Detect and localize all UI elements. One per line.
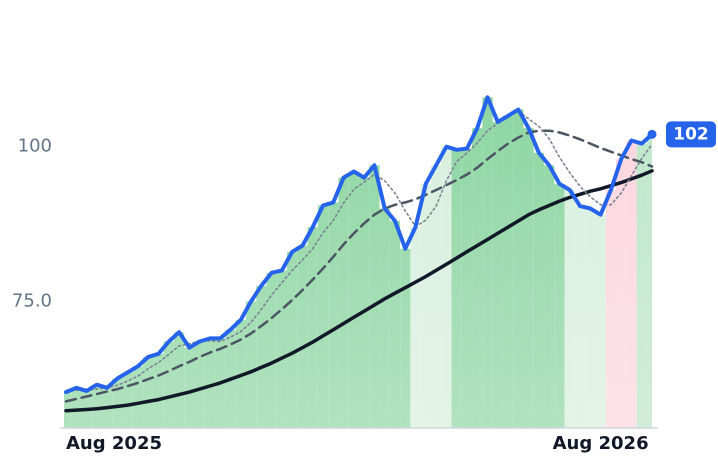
last-point	[647, 129, 657, 139]
series-line	[64, 169, 654, 413]
last-value-label: 102	[673, 124, 709, 144]
x-tick-label: Aug 2026	[553, 433, 649, 454]
y-tick-label: 75.0	[12, 290, 52, 311]
lines	[64, 95, 657, 413]
labels: 75.0 100 Aug 2025 Aug 2026 102	[12, 121, 716, 454]
y-tick-label: 100	[18, 136, 52, 157]
last-value-badge	[666, 121, 716, 148]
area-shade	[60, 20, 660, 428]
series-line	[64, 129, 654, 403]
series-line	[65, 110, 653, 393]
series-line	[64, 95, 654, 395]
x-tick-label: Aug 2025	[66, 433, 162, 454]
